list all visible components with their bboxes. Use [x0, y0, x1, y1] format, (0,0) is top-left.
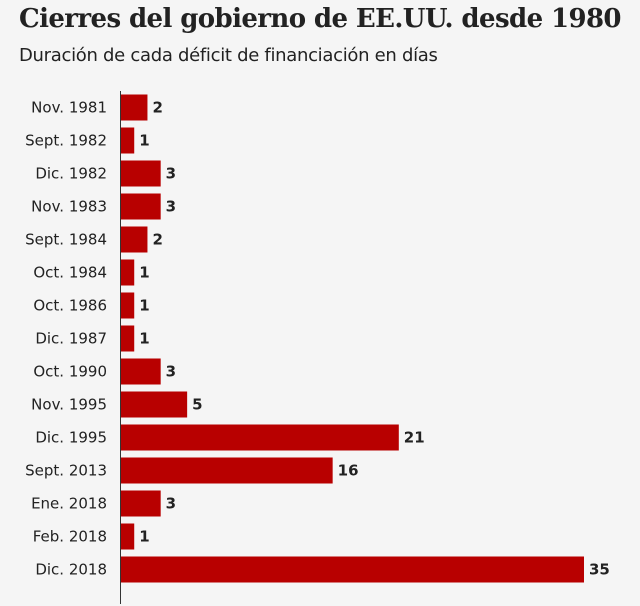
category-label: Feb. 2018	[33, 528, 107, 546]
bar	[121, 523, 135, 550]
chart-title: Cierres del gobierno de EE.UU. desde 198…	[19, 4, 622, 34]
data-label: 16	[338, 462, 359, 480]
data-label: 35	[589, 561, 610, 579]
bar	[121, 556, 584, 583]
category-label: Oct. 1984	[33, 264, 107, 282]
data-label: 2	[152, 231, 162, 249]
data-label: 21	[404, 429, 425, 447]
data-label: 1	[139, 528, 149, 546]
bar	[121, 292, 135, 319]
bar	[121, 391, 188, 418]
bar	[121, 193, 161, 220]
data-label: 2	[152, 99, 162, 117]
category-label: Ene. 2018	[31, 495, 107, 513]
category-label: Sept. 1984	[25, 231, 107, 249]
category-label: Nov. 1983	[31, 198, 107, 216]
category-label: Dic. 1982	[35, 165, 107, 183]
category-label: Sept. 1982	[25, 132, 107, 150]
bar	[121, 226, 148, 253]
bar	[121, 127, 135, 154]
bar	[121, 325, 135, 352]
data-label: 1	[139, 330, 149, 348]
category-label: Oct. 1990	[33, 363, 107, 381]
data-label: 3	[166, 363, 176, 381]
chart-subtitle: Duración de cada déficit de financiación…	[19, 45, 438, 66]
category-label: Nov. 1995	[31, 396, 107, 414]
category-label: Dic. 1987	[35, 330, 107, 348]
bar	[121, 457, 333, 484]
data-label: 1	[139, 132, 149, 150]
category-label: Sept. 2013	[25, 462, 107, 480]
category-label: Dic. 1995	[35, 429, 107, 447]
bar	[121, 94, 148, 121]
bar	[121, 160, 161, 187]
data-label: 3	[166, 495, 176, 513]
category-label: Nov. 1981	[31, 99, 107, 117]
category-label: Oct. 1986	[33, 297, 107, 315]
data-label: 5	[192, 396, 202, 414]
bar	[121, 424, 399, 451]
data-label: 3	[166, 198, 176, 216]
bar	[121, 358, 161, 385]
data-label: 1	[139, 264, 149, 282]
category-label: Dic. 2018	[35, 561, 107, 579]
data-label: 3	[166, 165, 176, 183]
bar	[121, 490, 161, 517]
data-label: 1	[139, 297, 149, 315]
bar	[121, 259, 135, 286]
